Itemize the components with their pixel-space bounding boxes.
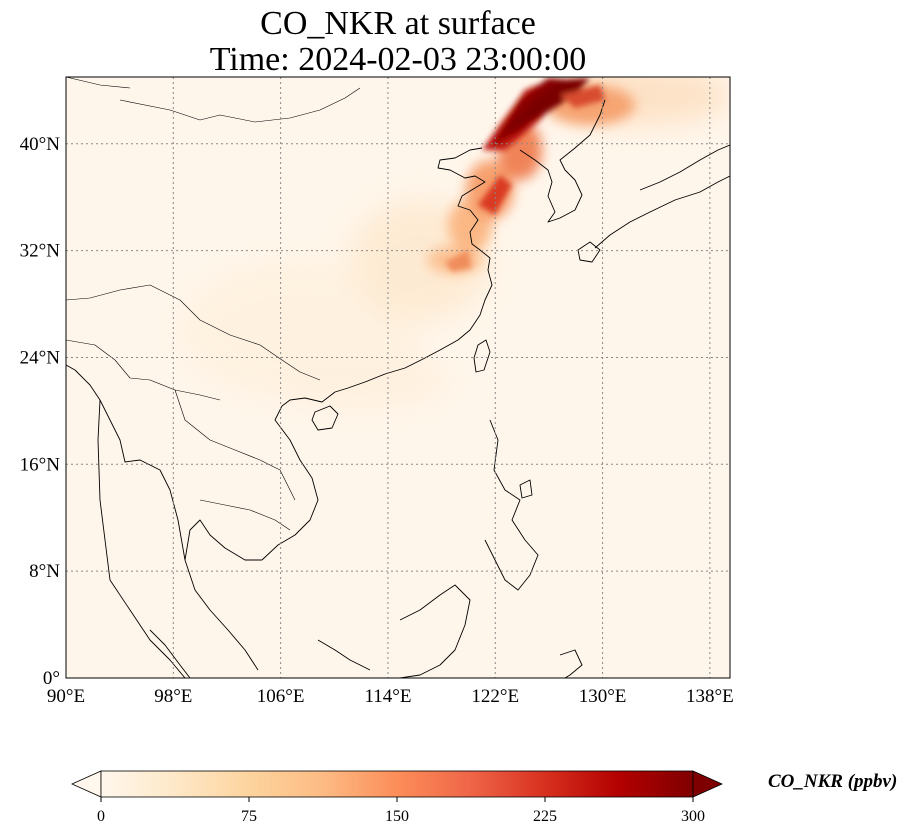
lat-tick-label: 24°N (20, 347, 61, 368)
lon-tick-label: 130°E (579, 686, 627, 707)
colorbar-extend-min (71, 770, 102, 798)
lon-tick-label: 106°E (257, 686, 305, 707)
japan-coastline (594, 175, 730, 249)
map-frame (65, 76, 731, 679)
colorbar-label: CO_NKR (ppbv) (768, 771, 898, 792)
colorbar-tick-label: 225 (533, 808, 557, 825)
lat-tick-label: 16°N (20, 454, 61, 475)
north-border (66, 77, 131, 89)
colorbar-gradient (100, 770, 694, 798)
latitude-axis: 0° 8°N 16°N 24°N 32°N 40°N (20, 134, 61, 689)
coastlines (66, 77, 730, 678)
lat-tick-label: 8°N (29, 561, 60, 582)
philippines-island (519, 479, 533, 499)
lat-tick-label: 40°N (20, 134, 61, 155)
colorbar-tick-label: 0 (97, 808, 105, 825)
colorbar-extend-max (692, 770, 723, 798)
myanmar-border (66, 339, 221, 401)
lon-tick-label: 122°E (471, 686, 519, 707)
sumatra-coastline (149, 629, 191, 678)
sulawesi-coastline (559, 649, 583, 678)
taiwan-coastline (473, 339, 491, 373)
co-concentration-field (180, 77, 730, 410)
myanmar-coastline (66, 364, 186, 561)
colorbar: 0 75 150 225 300 (71, 770, 723, 825)
korea-coastline (519, 99, 606, 223)
lon-tick-label: 98°E (154, 686, 192, 707)
borneo-coastline (399, 584, 471, 678)
lon-tick-label: 138°E (686, 686, 734, 707)
gridlines (66, 77, 730, 678)
colorbar-tick-label: 300 (681, 808, 705, 825)
mongolia-border (119, 87, 361, 123)
lat-tick-label: 0° (43, 668, 60, 689)
china-border (66, 284, 321, 381)
andaman-coastline (97, 399, 186, 678)
colorbar-tick-label: 75 (241, 808, 257, 825)
map-subtitle-time: Time: 2024-02-03 23:00:00 (209, 41, 587, 78)
lat-tick-label: 32°N (20, 241, 61, 262)
philippines-coastline (484, 419, 539, 591)
china-coastline (281, 147, 493, 407)
map-title: CO_NKR at surface (260, 5, 536, 42)
kyushu-coastline (577, 241, 601, 263)
lon-tick-label: 114°E (364, 686, 411, 707)
laos-border (174, 389, 296, 501)
lon-tick-label: 90°E (47, 686, 85, 707)
gulf-thailand-coastline (184, 519, 262, 671)
colorbar-ticks: 0 75 150 225 300 (97, 797, 705, 825)
colorbar-tick-label: 150 (385, 808, 409, 825)
vietnam-coastline (261, 405, 319, 561)
longitude-axis: 90°E 98°E 106°E 114°E 122°E 130°E 138°E (47, 686, 734, 707)
japan-coastline-north (639, 144, 730, 191)
hainan-coastline (311, 405, 339, 431)
malaysia-coastline (317, 639, 371, 671)
cambodia-border (199, 499, 291, 531)
